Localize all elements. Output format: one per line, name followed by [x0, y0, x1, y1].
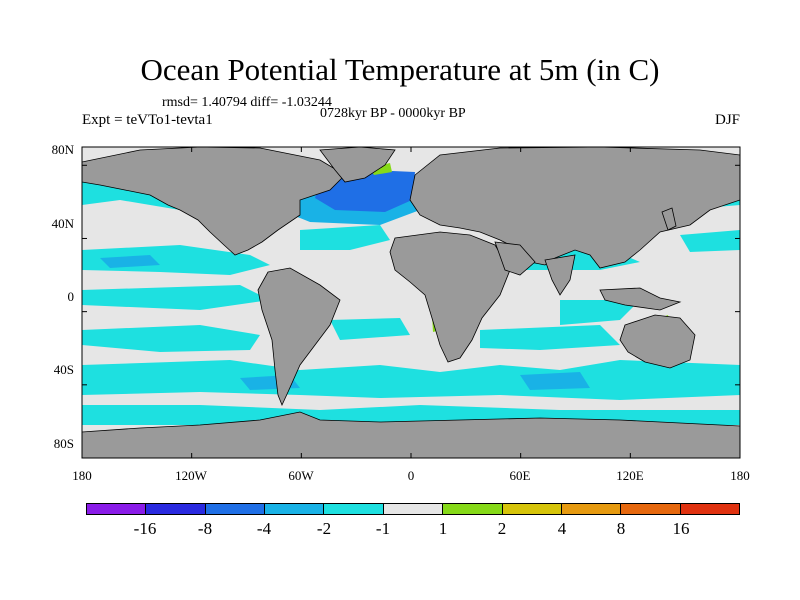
colorbar-label: 2	[497, 519, 507, 538]
africa	[389, 231, 511, 363]
colorbar-label: 4	[557, 519, 567, 538]
lat-label-80n: 80N	[51, 142, 74, 157]
colorbar	[86, 503, 740, 515]
colorbar-segment	[324, 504, 384, 514]
eurasia	[409, 147, 740, 269]
north-america	[82, 147, 346, 256]
colorbar-segment	[383, 504, 444, 514]
lon-label-180e: 180	[730, 468, 750, 483]
colorbar-segment	[621, 504, 681, 514]
map-title: Ocean Potential Temperature at 5m (in C)	[140, 52, 660, 87]
colorbar-segment	[443, 504, 503, 514]
stats-text: rmsd= 1.40794 diff= -1.03244	[162, 95, 332, 110]
colorbar-label: -4	[256, 519, 272, 538]
colorbar-label: 16	[672, 519, 690, 538]
japan	[661, 207, 677, 231]
lat-label-40s: 40S	[53, 362, 74, 377]
colorbar-label: 1	[438, 519, 448, 538]
colorbar-segment	[146, 504, 206, 514]
lat-label-80s: 80S	[53, 436, 74, 451]
colorbar-label: -2	[316, 519, 332, 538]
colorbar-segment	[502, 504, 562, 514]
season-label: DJF	[714, 112, 740, 128]
lat-label-0: 0	[67, 289, 75, 304]
land-masses	[82, 147, 740, 458]
lat-label-40n: 40N	[51, 216, 74, 231]
colorbar-label: -16	[133, 519, 157, 538]
antarctica	[82, 411, 740, 458]
colorbar-segment	[680, 504, 739, 514]
lon-label-60e: 60E	[509, 468, 531, 483]
india	[544, 254, 576, 296]
lon-label-120w: 120W	[175, 468, 207, 483]
se-asia-islands	[599, 287, 682, 311]
experiment-label: Expt = teVTo1-tevta1	[82, 112, 213, 128]
colorbar-segment	[87, 504, 147, 514]
australia	[619, 314, 696, 369]
colorbar-segment	[561, 504, 622, 514]
colorbar-segment	[265, 504, 325, 514]
colorbar-label: -1	[375, 519, 391, 538]
colorbar-segment	[205, 504, 266, 514]
south-america	[257, 267, 341, 407]
lon-label-180w: 180	[72, 468, 92, 483]
lon-label-60w: 60W	[288, 468, 314, 483]
colorbar-label: -8	[197, 519, 213, 538]
period-text: 0728kyr BP - 0000kyr BP	[320, 106, 466, 121]
arabia	[494, 241, 536, 276]
lon-label-0: 0	[407, 468, 415, 483]
lon-label-120e: 120E	[616, 468, 644, 483]
colorbar-label: 8	[616, 519, 626, 538]
